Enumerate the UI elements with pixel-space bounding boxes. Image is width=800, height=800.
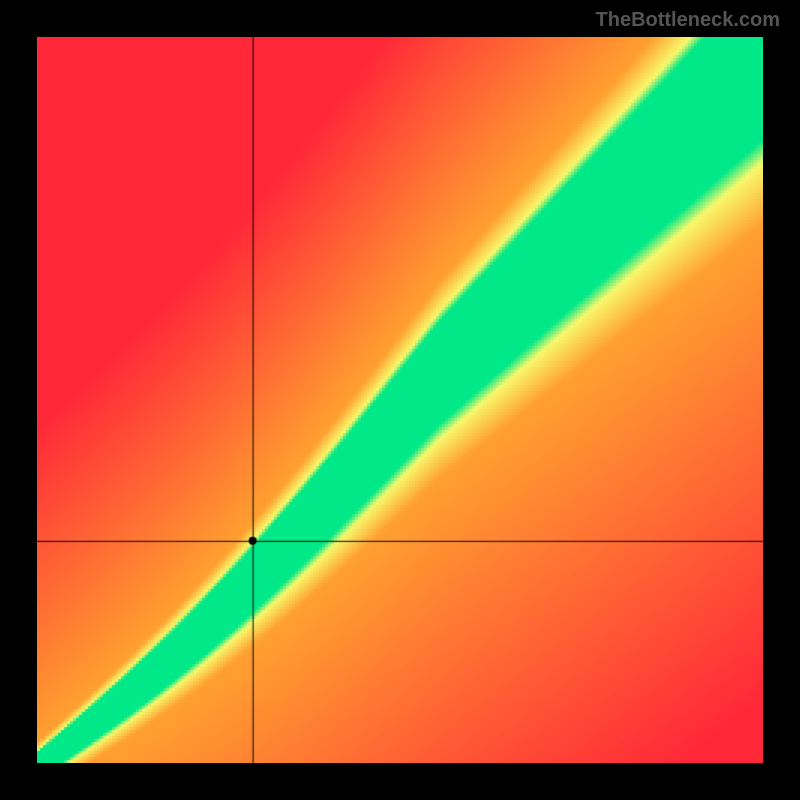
watermark-text: TheBottleneck.com [596, 9, 780, 32]
bottleneck-heatmap [37, 37, 763, 763]
chart-container: TheBottleneck.com [0, 0, 800, 800]
